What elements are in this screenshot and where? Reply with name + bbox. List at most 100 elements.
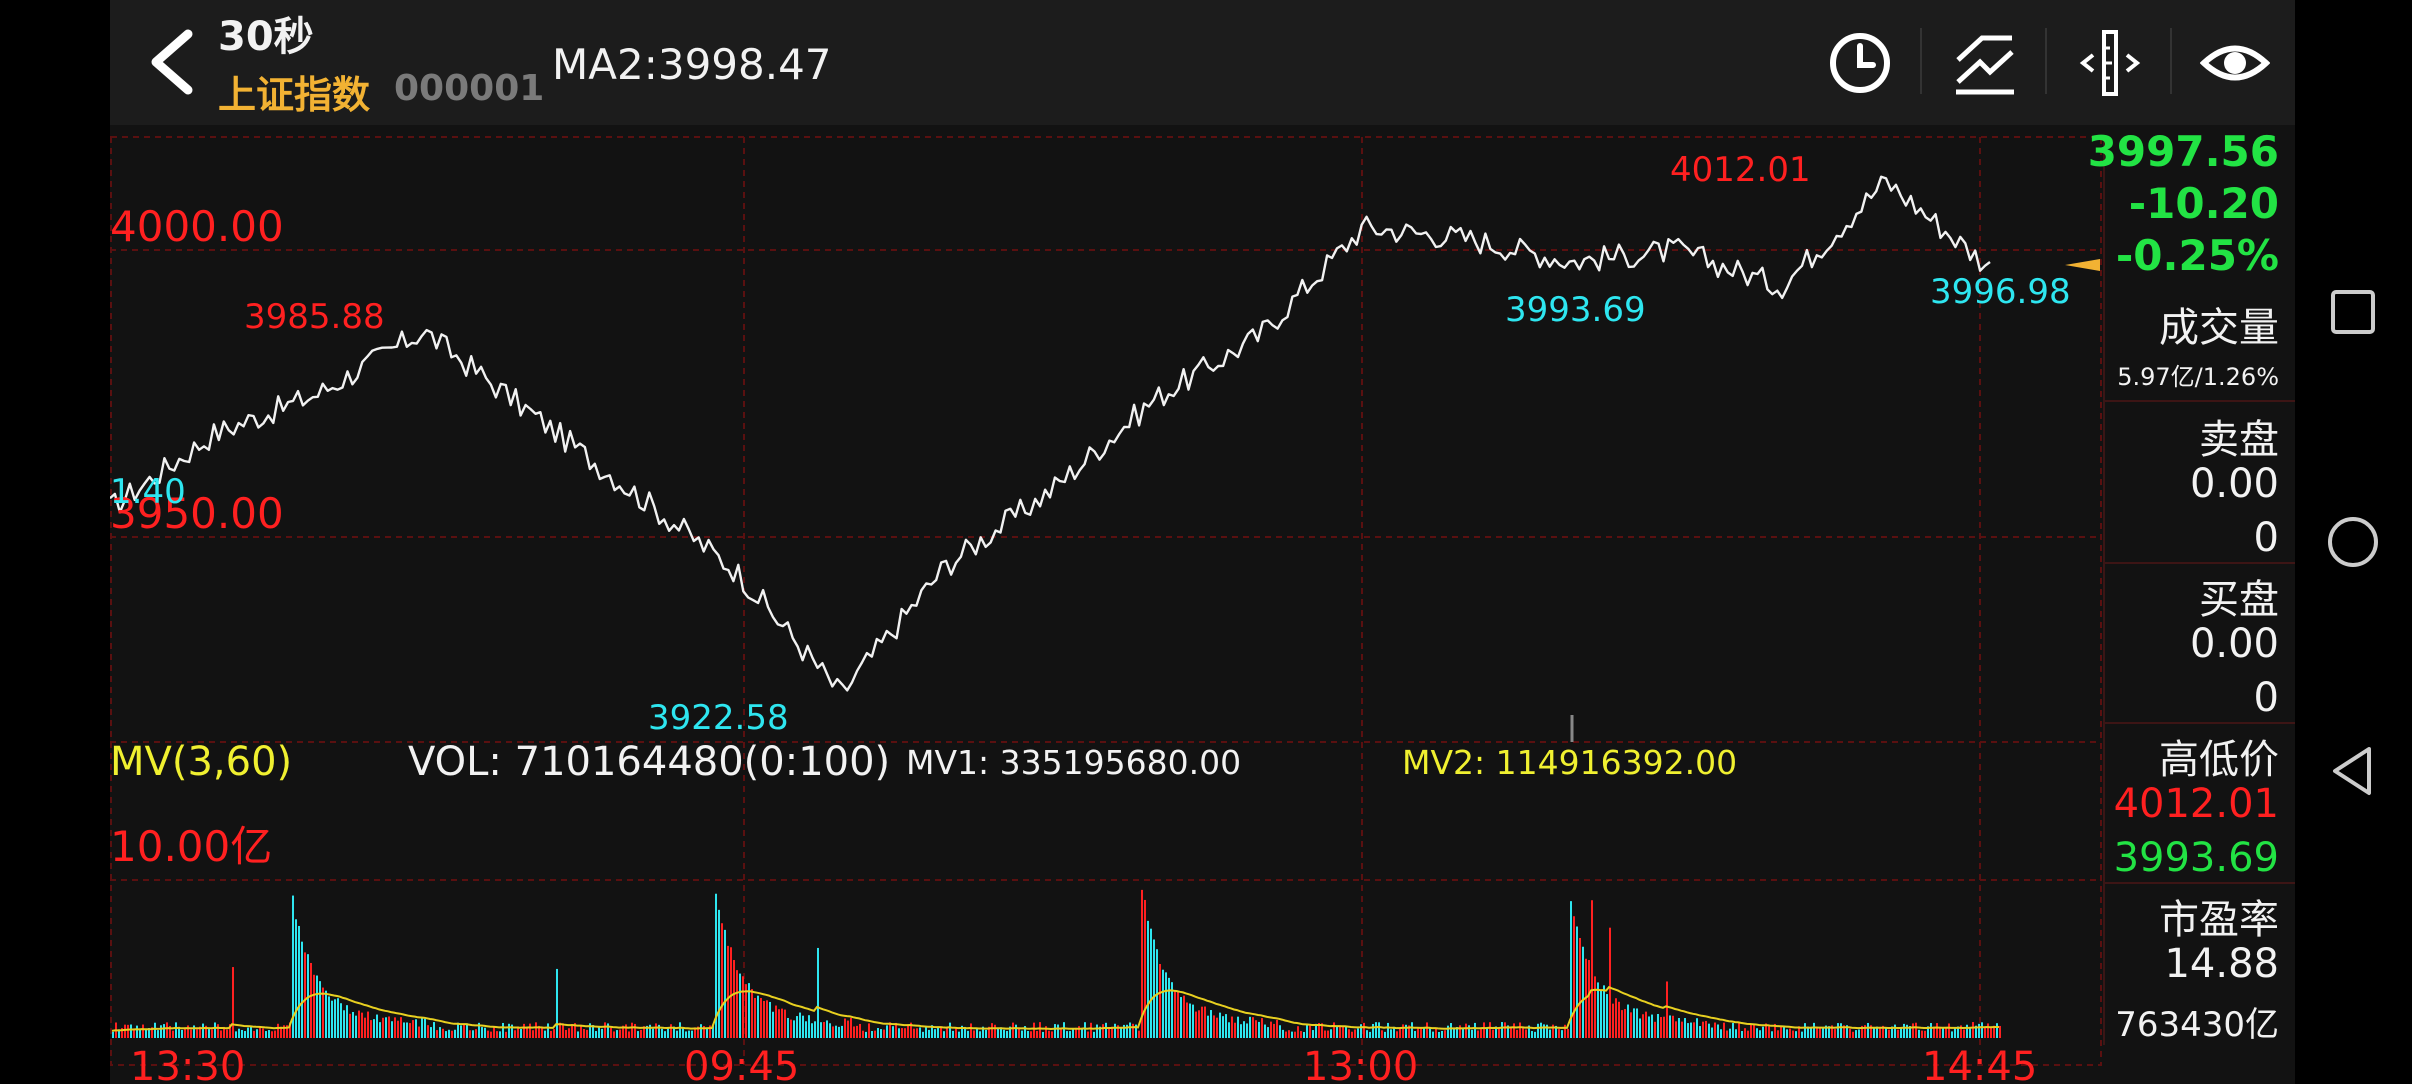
volume-bar (640, 1029, 642, 1038)
volume-bar (889, 1022, 891, 1038)
volume-bar (1348, 1029, 1350, 1038)
volume-bar (1195, 1011, 1197, 1038)
volume-bar (523, 1023, 525, 1038)
volume-bar (1069, 1031, 1071, 1038)
volume-bar (1486, 1028, 1488, 1038)
volume-bar (1003, 1029, 1005, 1038)
chart-grid (110, 136, 2102, 1066)
home-circle-icon[interactable] (2325, 514, 2381, 570)
volume-bar (1039, 1022, 1041, 1038)
volume-bar (286, 1025, 288, 1038)
recents-square-icon[interactable] (2325, 284, 2381, 340)
volume-bar (691, 1030, 693, 1038)
eye-icon[interactable] (2200, 30, 2270, 96)
volume-bar (1717, 1024, 1719, 1038)
volume-bar (1867, 1022, 1869, 1038)
volume-bar (1327, 1030, 1329, 1038)
volume-bar (1753, 1024, 1755, 1038)
volume-bar (565, 1029, 567, 1038)
volume-bar (1198, 1010, 1200, 1038)
x-label-1: 09:45 (684, 1044, 799, 1084)
crosshair-ruler-icon[interactable] (2075, 30, 2145, 96)
volume-bar (1546, 1024, 1548, 1038)
volume-bar (352, 1012, 354, 1038)
volume-bar (1084, 1022, 1086, 1038)
volume-bar (244, 1031, 246, 1038)
volume-bar (739, 973, 741, 1038)
volume-bar (679, 1022, 681, 1038)
volume-bar (448, 1029, 450, 1038)
app-window: 30秒 上证指数 000001 MA2:3998.47 (110, 0, 2297, 1084)
toolbar-divider (1920, 28, 1922, 94)
volume-bar (1309, 1025, 1311, 1038)
volume-bar (754, 997, 756, 1038)
volume-bar (1033, 1022, 1035, 1038)
volume-bar (1234, 1022, 1236, 1038)
volume-bar (235, 1031, 237, 1038)
back-triangle-icon[interactable] (2325, 743, 2381, 799)
volume-bar (1291, 1031, 1293, 1038)
volume-bar (787, 1017, 789, 1038)
volume-bar (166, 1022, 168, 1038)
volume-bar (1372, 1023, 1374, 1038)
draw-line-icon[interactable] (1950, 30, 2020, 96)
volume-bar (232, 967, 234, 1038)
volume-bar (1141, 889, 1143, 1038)
volume-bar (1114, 1023, 1116, 1038)
volume-bar (967, 1030, 969, 1038)
interval-label[interactable]: 30秒 (218, 14, 314, 60)
clock-icon[interactable] (1825, 30, 1895, 96)
volume-bar (1063, 1022, 1065, 1038)
volume-bar (1096, 1024, 1098, 1038)
volume-bar (223, 1026, 225, 1038)
volume-bar (874, 1030, 876, 1038)
volume-bar (382, 1017, 384, 1038)
volume-bar (1984, 1026, 1986, 1038)
volume-bar (1606, 994, 1608, 1038)
volume-bar (1939, 1028, 1941, 1038)
volume-bar (820, 1022, 822, 1038)
volume-bar (904, 1028, 906, 1038)
volume-bar (1732, 1022, 1734, 1038)
volume-bar (1054, 1024, 1056, 1038)
volume-bar (436, 1030, 438, 1038)
volume-bar (1057, 1024, 1059, 1038)
volume-bar (838, 1026, 840, 1038)
volume-bar (991, 1023, 993, 1038)
volume-bar (379, 1022, 381, 1038)
ask-price: 0.00 (2189, 461, 2279, 507)
volume-bar (1366, 1030, 1368, 1038)
volume-bar (343, 1010, 345, 1038)
volume-bar (493, 1026, 495, 1038)
volume-bar (1006, 1031, 1008, 1038)
volume-bar (1180, 997, 1182, 1038)
volume-bar (133, 1029, 135, 1038)
volume-bar (490, 1031, 492, 1038)
volume-bar (916, 1028, 918, 1038)
volume-bar (799, 1012, 801, 1038)
volume-bar (349, 1013, 351, 1038)
volume-bar (1966, 1024, 1968, 1038)
volume-bar (118, 1029, 120, 1038)
volume-bar (847, 1020, 849, 1038)
volume-bar (1762, 1026, 1764, 1038)
volume-bar (1240, 1024, 1242, 1038)
volume-bar (1810, 1027, 1812, 1038)
pe-title: 市盈率 (2159, 897, 2279, 943)
volume-bar (502, 1022, 504, 1038)
volume-bar (229, 1024, 231, 1038)
volume-bar (1225, 1014, 1227, 1038)
volume-bar (226, 1029, 228, 1038)
volume-bar (1453, 1028, 1455, 1038)
volume-bar (1192, 1004, 1194, 1038)
kline-chart[interactable]: 4000.00 3950.00 1.40 3985.88 3922.58 401… (110, 125, 2295, 1084)
volume-indicator-label[interactable]: MV(3,60) (110, 739, 292, 785)
back-arrow-icon[interactable] (138, 22, 208, 102)
volume-bar (658, 1024, 660, 1038)
volume-bar (1879, 1027, 1881, 1038)
volume-bar (430, 1027, 432, 1038)
volume-bar (1480, 1028, 1482, 1038)
volume-bar (571, 1024, 573, 1038)
volume-bar (259, 1026, 261, 1038)
volume-bar (1231, 1016, 1233, 1038)
